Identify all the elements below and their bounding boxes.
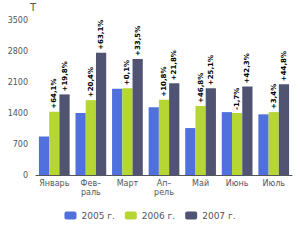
svg-text:3500: 3500 — [8, 16, 28, 25]
svg-text:+10,8%: +10,8% — [160, 67, 168, 97]
svg-text:+63,1%: +63,1% — [97, 20, 105, 50]
svg-text:1400: 1400 — [8, 109, 28, 118]
svg-text:700: 700 — [13, 140, 28, 149]
svg-text:2007 г.: 2007 г. — [202, 211, 235, 221]
svg-text:2005 г.: 2005 г. — [81, 211, 114, 221]
svg-text:+44,8%: +44,8% — [280, 51, 288, 81]
svg-text:2006 г.: 2006 г. — [142, 211, 175, 221]
svg-text:+3,4%: +3,4% — [270, 84, 278, 109]
svg-text:2100: 2100 — [8, 78, 28, 87]
svg-text:+20,4%: +20,4% — [87, 67, 95, 97]
svg-text:+42,3%: +42,3% — [243, 53, 251, 83]
svg-text:+0,1%: +0,1% — [123, 60, 131, 85]
svg-text:Ап–: Ап– — [157, 179, 172, 188]
svg-text:Январь: Январь — [39, 179, 69, 188]
svg-text:+25,1%: +25,1% — [207, 55, 215, 85]
svg-text:+64,1%: +64,1% — [50, 79, 58, 109]
svg-text:рель: рель — [154, 188, 174, 197]
svg-text:Май: Май — [192, 179, 209, 188]
svg-text:-1,7%: -1,7% — [233, 88, 241, 110]
svg-text:+46,8%: +46,8% — [197, 73, 205, 103]
svg-text:+19,8%: +19,8% — [61, 61, 69, 91]
svg-text:Т: Т — [29, 2, 37, 13]
svg-text:Июль: Июль — [262, 179, 285, 188]
svg-text:Фев–: Фев– — [81, 179, 102, 188]
svg-text:+21,8%: +21,8% — [170, 50, 178, 80]
svg-text:раль: раль — [81, 188, 101, 197]
svg-text:+33,5%: +33,5% — [134, 26, 142, 56]
svg-text:0: 0 — [23, 171, 28, 180]
svg-text:2800: 2800 — [8, 47, 28, 56]
svg-text:Июнь: Июнь — [226, 179, 249, 188]
svg-text:Март: Март — [117, 179, 139, 188]
